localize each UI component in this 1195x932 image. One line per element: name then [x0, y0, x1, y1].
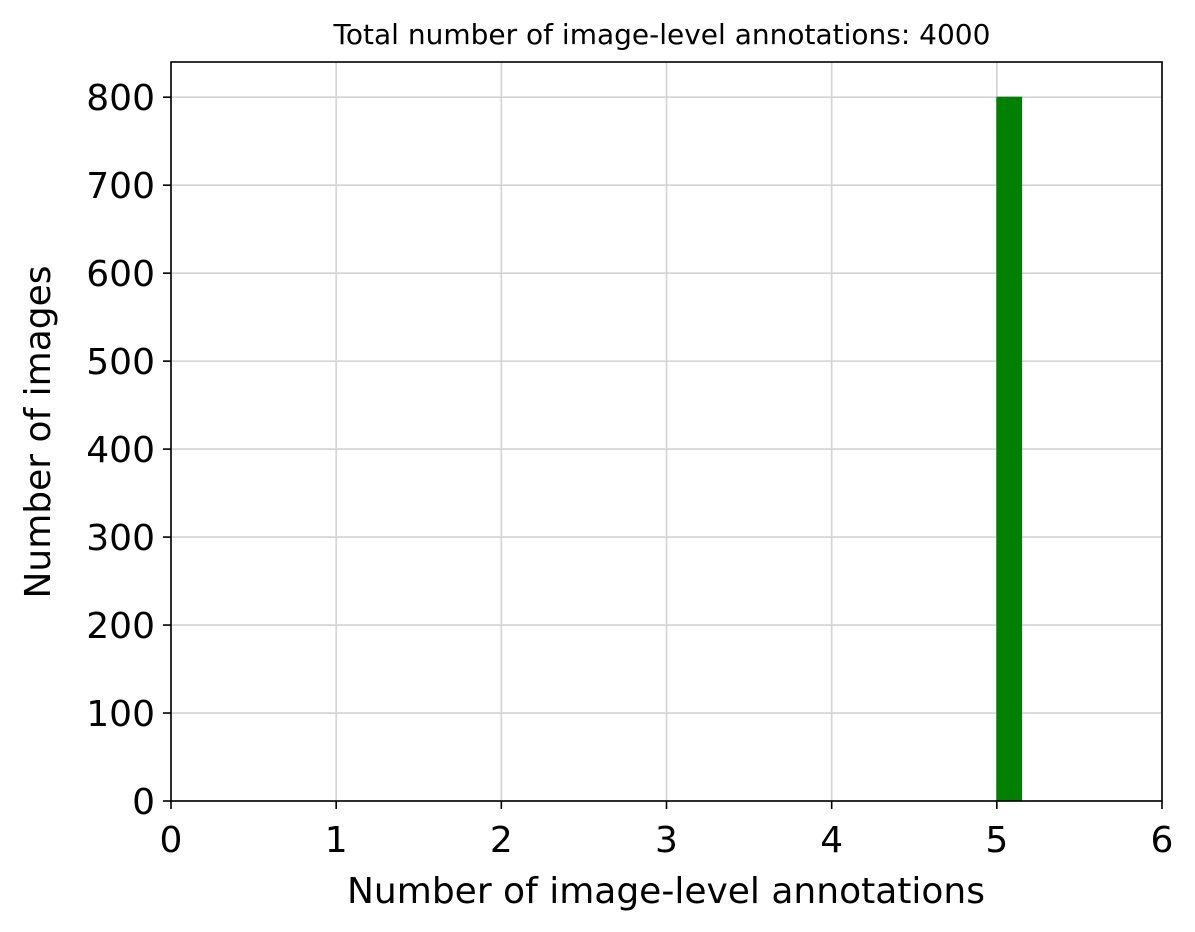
x-tick-label: 1 [325, 820, 348, 861]
y-tick-label: 500 [86, 342, 155, 383]
x-axis: 0 1 2 3 4 5 6 [160, 801, 1174, 861]
x-axis-label: Number of image-level annotations [347, 871, 985, 912]
x-tick-label: 2 [490, 820, 513, 861]
y-axis-label: Number of images [18, 265, 59, 598]
y-tick-label: 300 [86, 518, 155, 559]
x-tick-label: 5 [985, 820, 1008, 861]
histogram-bar [996, 96, 1023, 802]
y-tick-label: 200 [86, 606, 155, 647]
y-tick-label: 0 [132, 782, 155, 823]
y-tick-label: 800 [86, 78, 155, 119]
bars [996, 96, 1023, 802]
x-tick-label: 0 [160, 820, 183, 861]
y-tick-label: 100 [86, 694, 155, 735]
x-tick-label: 4 [820, 820, 843, 861]
y-tick-label: 400 [86, 430, 155, 471]
x-tick-label: 3 [655, 820, 678, 861]
y-tick-label: 600 [86, 254, 155, 295]
x-tick-label: 6 [1151, 820, 1174, 861]
y-tick-label: 700 [86, 166, 155, 207]
chart-title: Total number of image-level annotations:… [333, 18, 991, 51]
y-axis: 0 100 200 300 400 500 600 700 800 [86, 78, 171, 823]
